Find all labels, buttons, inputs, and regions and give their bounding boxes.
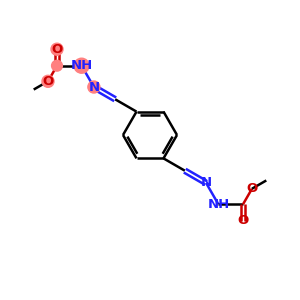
Circle shape <box>51 43 63 55</box>
Text: O: O <box>42 75 54 88</box>
Text: NH: NH <box>207 198 230 211</box>
Text: NH: NH <box>70 59 93 72</box>
Circle shape <box>74 58 89 73</box>
Text: O: O <box>246 182 258 195</box>
Text: O: O <box>51 43 63 56</box>
Text: N: N <box>200 176 212 190</box>
Circle shape <box>88 81 100 93</box>
Circle shape <box>52 60 62 71</box>
Circle shape <box>42 75 54 87</box>
Text: O: O <box>237 214 249 227</box>
Text: N: N <box>88 80 100 94</box>
